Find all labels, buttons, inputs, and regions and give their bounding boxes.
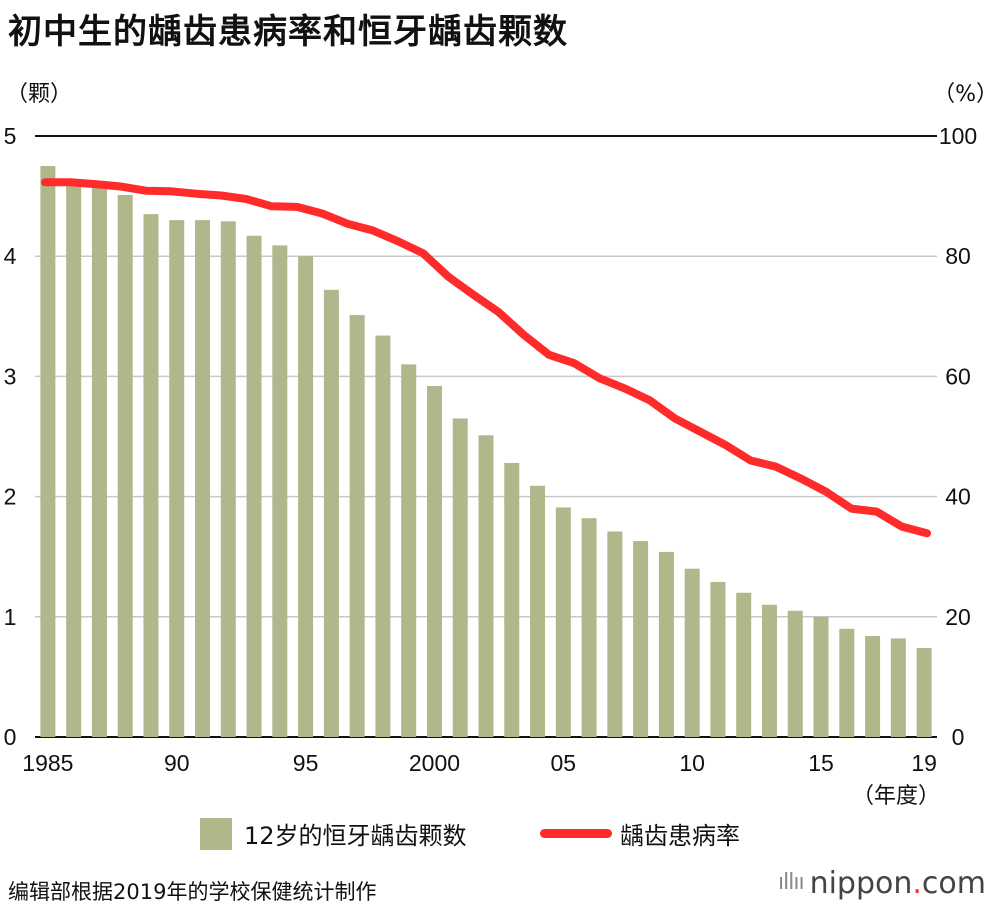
- bar: [710, 581, 726, 737]
- bar: [401, 364, 417, 737]
- x-tick-label: 95: [293, 750, 319, 776]
- bar: [530, 485, 546, 737]
- bar: [581, 518, 597, 737]
- x-unit-label: （年度）: [852, 784, 940, 809]
- y-left-tick-label: 2: [4, 484, 17, 510]
- line-series: [41, 178, 931, 538]
- brand-name: nippon: [809, 866, 913, 901]
- bar: [426, 386, 442, 737]
- legend: 12岁的恒牙龋齿颗数 龋齿患病率: [0, 812, 1000, 852]
- y-right-tick-label: 20: [945, 604, 971, 630]
- x-tick-label: 90: [164, 750, 190, 776]
- y-right-tick-label: 60: [945, 363, 971, 389]
- y-left-tick-label: 5: [4, 123, 17, 149]
- bar: [787, 610, 803, 737]
- legend-line-swatch: [540, 829, 612, 838]
- bar: [91, 187, 107, 737]
- x-tick-label: 1985: [22, 750, 73, 776]
- y-right-tick-label: 80: [945, 243, 971, 269]
- y-right-tick-label: 0: [952, 724, 965, 750]
- bar: [890, 638, 906, 737]
- x-tick-label: 10: [679, 750, 705, 776]
- bar: [117, 194, 133, 737]
- bar: [865, 636, 881, 737]
- bar-series: [40, 166, 932, 738]
- bar: [323, 289, 339, 737]
- source-note: 编辑部根据2019年的学校保健统计制作: [8, 880, 377, 904]
- brand-dot: .: [912, 866, 922, 901]
- bar: [169, 220, 185, 737]
- bar: [658, 551, 674, 737]
- bar: [916, 648, 932, 737]
- bar: [633, 541, 649, 737]
- bar: [298, 256, 314, 737]
- bar: [246, 235, 262, 738]
- bar: [143, 214, 159, 737]
- legend-line-label: 龋齿患病率: [620, 822, 740, 850]
- bar: [375, 335, 391, 737]
- legend-bar-label: 12岁的恒牙龋齿颗数: [244, 822, 467, 850]
- y-right-tick-label: 100: [939, 123, 977, 149]
- bar: [761, 604, 777, 737]
- x-tick-label: 19: [911, 750, 937, 776]
- bar: [66, 180, 82, 737]
- bar: [349, 315, 365, 737]
- line-series-path: [41, 178, 931, 538]
- y-right-unit-label: （%）: [933, 82, 998, 107]
- brand-tld: com: [921, 866, 986, 901]
- y-left-tick-label: 0: [4, 724, 17, 750]
- y-left-unit-label: （颗）: [6, 82, 72, 107]
- axes: 0 0 1 20 2 40 3 60 4 80 5 100 （颗） （%） 1985 90 95 2000 05 10…: [4, 82, 998, 809]
- bar: [684, 568, 700, 737]
- y-left-tick-label: 3: [4, 363, 17, 389]
- legend-bar-swatch: [200, 818, 232, 850]
- chart-title: 初中生的龋齿患病率和恒牙龋齿颗数: [8, 12, 568, 52]
- bar: [195, 220, 211, 737]
- bar: [478, 435, 494, 737]
- y-left-tick-label: 1: [4, 604, 17, 630]
- chart: 0 0 1 20 2 40 3 60 4 80 5 100 （颗） （%） 1985 90 95 2000 05 10…: [4, 82, 998, 809]
- x-tick-label: 15: [808, 750, 834, 776]
- bar: [272, 245, 288, 737]
- bar: [813, 616, 829, 737]
- y-right-tick-label: 40: [945, 484, 971, 510]
- bar: [220, 221, 236, 738]
- x-tick-label: 2000: [409, 750, 460, 776]
- bar: [839, 628, 855, 737]
- y-left-tick-label: 4: [4, 243, 17, 269]
- bar: [736, 592, 752, 737]
- brand-logo[interactable]: ıllıı nippon.com: [778, 866, 986, 901]
- bar: [607, 531, 623, 737]
- brand-mark-icon: ıllıı: [778, 870, 805, 895]
- bar: [504, 462, 520, 737]
- bar: [555, 507, 571, 737]
- bar: [40, 166, 56, 738]
- x-tick-label: 05: [551, 750, 577, 776]
- bar: [452, 418, 468, 737]
